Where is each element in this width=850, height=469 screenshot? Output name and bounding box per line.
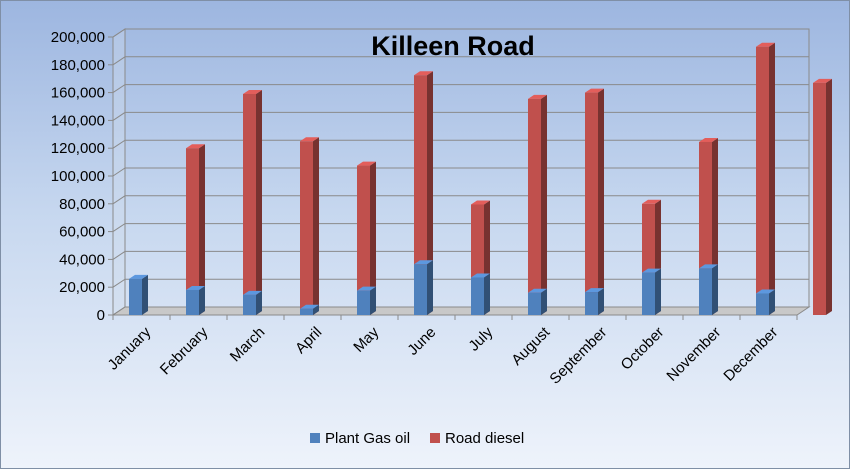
bar-plant-gas-oil [642,268,661,315]
bar-plant-gas-oil [528,288,547,315]
legend: Plant Gas oil Road diesel [310,430,524,447]
bar-plant-gas-oil [357,286,376,315]
x-tick-label: August [508,323,554,369]
x-tick-label: May [350,323,382,355]
bar-plant-gas-oil [471,273,490,315]
gridline [112,167,809,177]
gridline [112,139,809,149]
y-tick-label: 0 [97,307,105,324]
bar-road-diesel [813,78,832,316]
gridline [112,306,809,316]
gridline [112,28,809,38]
y-tick-label: 200,000 [51,29,105,46]
gridline [112,195,809,205]
y-tick-label: 60,000 [59,224,105,241]
bar-plant-gas-oil [300,304,319,315]
bar-plant-gas-oil [129,274,148,315]
x-tick-label: December [720,324,781,385]
bar-plant-gas-oil [699,264,718,315]
y-tick-label: 120,000 [51,140,105,157]
x-tick-label: October [618,324,668,374]
gridline [112,111,809,121]
legend-swatch [310,433,320,443]
y-tick-label: 40,000 [59,251,105,268]
gridlines [112,28,809,316]
bar-road-diesel [300,137,319,315]
bar-plant-gas-oil [585,288,604,315]
x-tick-label: April [292,324,325,357]
y-tick-label: 100,000 [51,168,105,185]
gridline [112,56,809,66]
y-tick-label: 180,000 [51,57,105,74]
y-tick-label: 20,000 [59,279,105,296]
bar-plant-gas-oil [186,285,205,315]
x-axis-ticks: January February March April May June July Augu… [105,315,798,388]
legend-label: Plant Gas oil [325,430,410,447]
gridline [112,223,809,233]
bar-road-diesel [414,71,433,315]
gridline [112,84,809,94]
bar-road-diesel [186,144,205,315]
bars [129,42,832,316]
legend-item: Plant Gas oil [310,430,410,447]
y-tick-label: 80,000 [59,196,105,213]
legend-swatch [430,433,440,443]
bar-road-diesel [528,94,547,315]
x-tick-label: February [157,323,212,378]
chart-title: Killeen Road [371,31,535,61]
legend-item: Road diesel [430,430,524,447]
bar-road-diesel [756,42,775,315]
x-tick-label: September [546,324,610,388]
bar-plant-gas-oil [243,290,262,315]
bar-road-diesel [585,88,604,315]
x-tick-label: March [227,324,268,365]
gridline [112,278,809,288]
legend-label: Road diesel [445,430,524,447]
bar-plant-gas-oil [756,289,775,315]
x-tick-label: June [404,324,439,359]
x-tick-label: January [105,323,155,373]
bar-road-diesel [243,89,262,316]
x-tick-label: November [663,324,724,385]
y-axis-ticks: 0 20,000 40,000 60,000 80,000 100,000 120,000 1… [51,29,113,324]
gridline [112,250,809,260]
bar-plant-gas-oil [414,260,433,315]
y-tick-label: 140,000 [51,112,105,129]
y-tick-label: 160,000 [51,85,105,102]
x-tick-label: July [465,323,496,354]
bar-road-diesel [357,161,376,315]
